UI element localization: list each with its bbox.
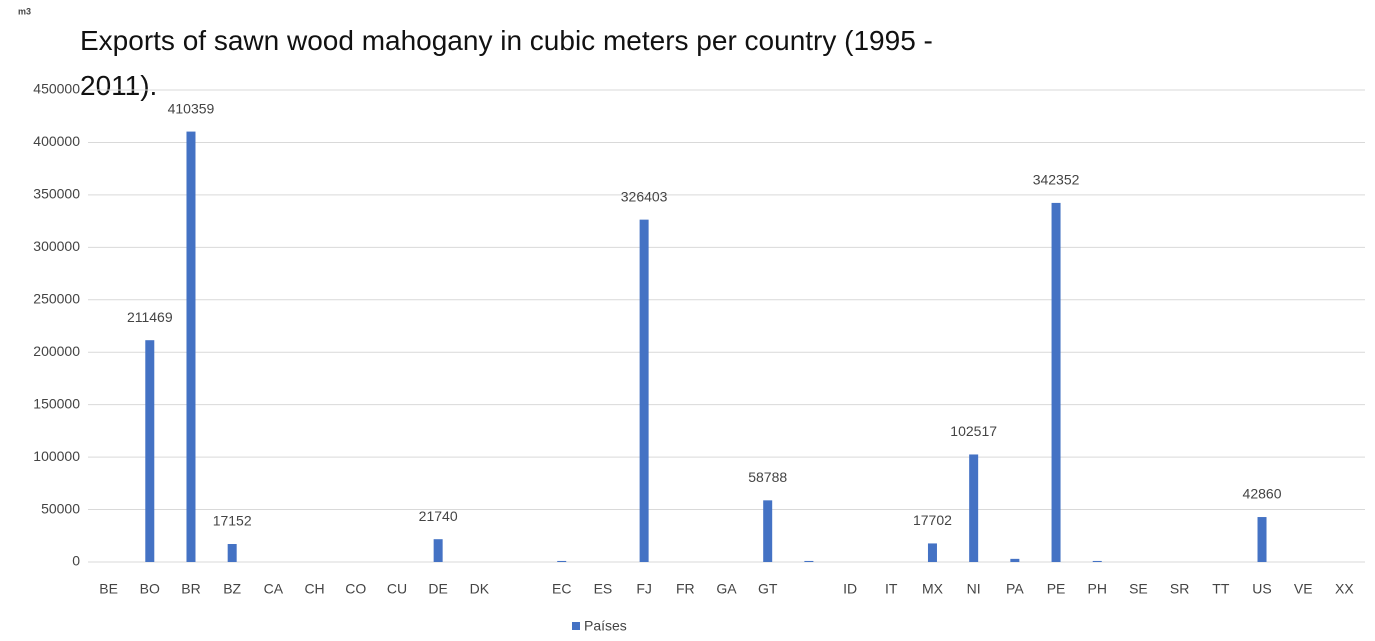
y-tick-label: 400000 xyxy=(33,133,80,149)
x-tick-label: PA xyxy=(1006,581,1024,597)
y-tick-label: 100000 xyxy=(33,448,80,464)
x-tick-label: ES xyxy=(594,581,613,597)
y-tick-label: 200000 xyxy=(33,343,80,359)
x-tick-label: CU xyxy=(387,581,407,597)
x-tick-label: CO xyxy=(345,581,366,597)
x-tick-label: GT xyxy=(758,581,778,597)
x-tick-label: BZ xyxy=(223,581,241,597)
x-tick-label: DK xyxy=(470,581,490,597)
x-tick-label: PH xyxy=(1088,581,1107,597)
x-tick-label: FR xyxy=(676,581,695,597)
x-tick-label: BR xyxy=(181,581,200,597)
x-tick-label: XX xyxy=(1335,581,1354,597)
y-tick-label: 250000 xyxy=(33,290,80,306)
bar xyxy=(1092,560,1102,562)
x-tick-label: CH xyxy=(304,581,324,597)
x-tick-label: NI xyxy=(967,581,981,597)
data-label: 17152 xyxy=(213,513,252,529)
bar xyxy=(1010,558,1020,562)
bar xyxy=(557,560,567,562)
x-tick-label: CA xyxy=(264,581,284,597)
x-tick-label: BO xyxy=(140,581,160,597)
y-tick-label: 300000 xyxy=(33,238,80,254)
bar xyxy=(433,539,443,562)
x-tick-label: EC xyxy=(552,581,571,597)
data-label: 17702 xyxy=(913,512,952,528)
legend-label: Países xyxy=(584,618,627,634)
x-tick-label: SE xyxy=(1129,581,1148,597)
x-tick-label: PE xyxy=(1047,581,1066,597)
bar xyxy=(1051,202,1061,562)
data-label: 410359 xyxy=(168,100,215,116)
data-label: 58788 xyxy=(748,469,787,485)
data-label: 42860 xyxy=(1243,486,1282,502)
x-tick-label: ID xyxy=(843,581,857,597)
y-tick-label: 150000 xyxy=(33,395,80,411)
x-tick-label: FJ xyxy=(636,581,652,597)
bar xyxy=(639,219,649,562)
data-label: 211469 xyxy=(127,309,173,325)
y-tick-label: 350000 xyxy=(33,186,80,202)
bar xyxy=(186,131,196,562)
bar xyxy=(1257,517,1267,562)
bar xyxy=(227,544,237,562)
data-label: 326403 xyxy=(621,188,668,204)
x-tick-label: TT xyxy=(1212,581,1230,597)
x-tick-label: US xyxy=(1252,581,1271,597)
data-label: 21740 xyxy=(419,508,458,524)
x-tick-label: IT xyxy=(885,581,898,597)
y-tick-label: 50000 xyxy=(41,500,80,516)
x-tick-label: DE xyxy=(428,581,447,597)
x-tick-label: MX xyxy=(922,581,944,597)
data-label: 342352 xyxy=(1033,172,1080,188)
bar xyxy=(969,454,979,562)
x-tick-label: SR xyxy=(1170,581,1189,597)
bar xyxy=(804,560,814,562)
legend-swatch xyxy=(572,622,580,630)
bar xyxy=(763,500,773,562)
x-tick-label: BE xyxy=(99,581,118,597)
data-label: 102517 xyxy=(950,423,997,439)
unit-label: m3 xyxy=(18,6,31,16)
y-tick-label: 450000 xyxy=(33,81,80,97)
chart-title: Exports of sawn wood mahogany in cubic m… xyxy=(80,25,933,101)
bar xyxy=(145,340,155,562)
x-tick-label: GA xyxy=(716,581,737,597)
x-tick-label: VE xyxy=(1294,581,1313,597)
bar xyxy=(927,543,937,562)
y-tick-label: 0 xyxy=(72,553,80,569)
